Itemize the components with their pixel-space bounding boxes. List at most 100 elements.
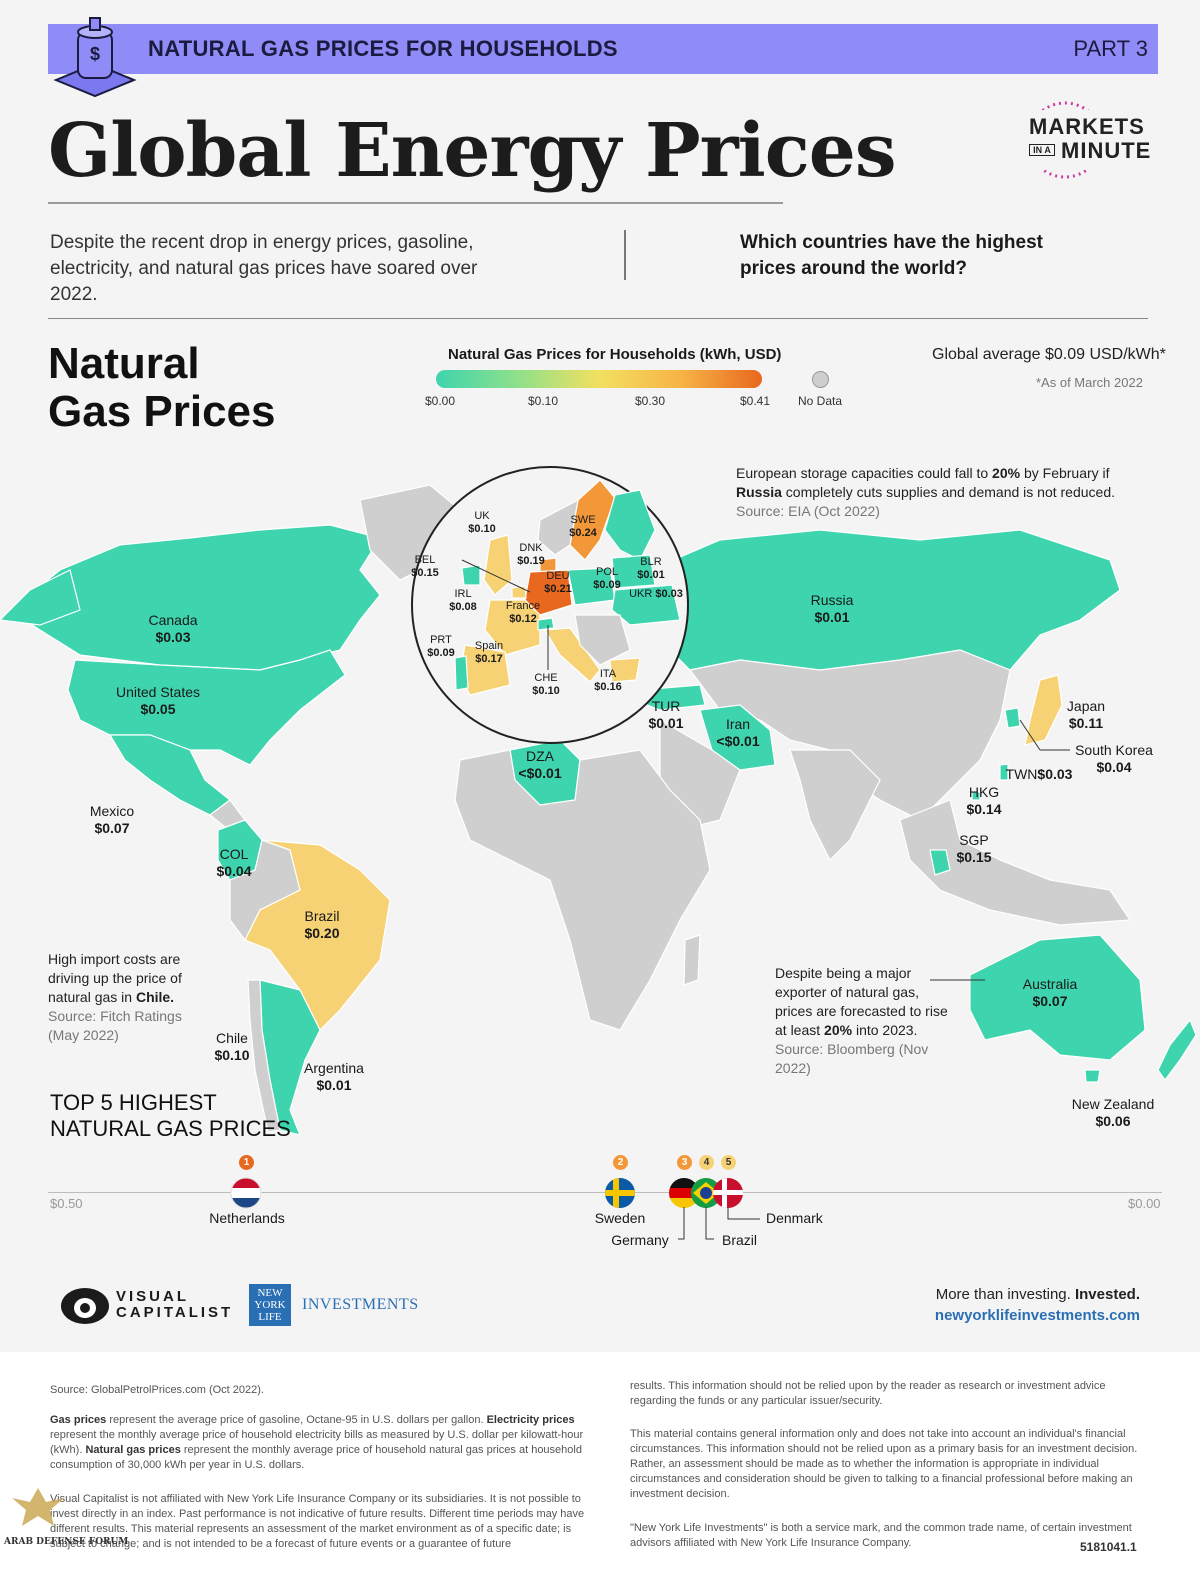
europe-inset — [411, 466, 689, 744]
ireland-shape — [461, 564, 481, 586]
australia-shape — [969, 934, 1146, 1061]
legend-gradient — [436, 370, 762, 388]
label-brazil: Brazil $0.20 — [304, 908, 340, 941]
no-data-swatch — [812, 371, 829, 388]
europe-note: European storage capacities could fall t… — [736, 465, 1116, 519]
russia-shape — [649, 529, 1121, 671]
greece-shape — [609, 657, 641, 683]
madagascar-shape — [683, 934, 701, 986]
legend-tick: $0.30 — [635, 394, 666, 408]
rank-badge: 5 — [721, 1155, 736, 1170]
footer-panel — [0, 1352, 1200, 1573]
rank-badge: 1 — [239, 1155, 254, 1170]
africa-shape — [454, 749, 711, 1031]
rank2-name: Sweden — [594, 1210, 646, 1226]
watermark-eagle-icon — [12, 1488, 64, 1526]
watermark-text: ARAB DEFENSE FORUM — [4, 1537, 129, 1547]
global-average: Global average $0.09 USD/kWh* — [932, 346, 1166, 363]
tagline: More than investing. Invested. — [935, 1286, 1140, 1303]
germany-flag-icon — [669, 1178, 699, 1208]
top5-scale — [48, 1192, 1162, 1193]
rank-badge: 4 — [699, 1155, 714, 1170]
sweden-flag-icon — [605, 1178, 635, 1208]
page-title: Global Energy Prices — [48, 108, 897, 194]
chile-note: High import costs are driving up the pri… — [48, 951, 182, 1043]
hong-kong-shape — [971, 791, 981, 801]
label-new-zealand: New Zealand $0.06 — [1071, 1096, 1155, 1129]
legend-tick: $0.10 — [528, 394, 559, 408]
visual-capitalist-logo: VISUAL CAPITALIST — [60, 1285, 230, 1327]
definitions: Gas prices represent the average price o… — [50, 1414, 584, 1471]
label-algeria: DZA <$0.01 — [518, 748, 562, 781]
markets-in-a-minute-logo: MARKETS IN A MINUTE — [1005, 100, 1150, 180]
ukraine-shape — [611, 584, 681, 626]
label-chile: Chile $0.10 — [214, 1030, 250, 1063]
rank1-name: Netherlands — [209, 1210, 285, 1226]
scale-right-label: $0.00 — [1128, 1196, 1161, 1211]
label-belarus: BLR $0.01 — [637, 556, 665, 581]
label-colombia: COL $0.04 — [216, 846, 252, 879]
norway-shape — [537, 498, 579, 556]
japan-shape — [1024, 674, 1063, 746]
section-title: Natural Gas Prices — [48, 339, 276, 436]
denmark-flag-icon — [713, 1178, 743, 1208]
title-underline — [48, 202, 783, 204]
legend-tick: $0.00 — [425, 394, 456, 408]
legend-tick: $0.41 — [740, 394, 771, 408]
scale-left-label: $0.50 — [50, 1196, 83, 1211]
disclaimer-right-1: results. This information should not be … — [630, 1380, 1106, 1407]
rank-badge: 3 — [677, 1155, 692, 1170]
label-argentina: Argentina $0.01 — [304, 1060, 364, 1093]
investments-wordmark: INVESTMENTS — [302, 1296, 419, 1313]
header-title: NATURAL GAS PRICES FOR HOUSEHOLDS — [148, 36, 618, 61]
label-denmark: DNK $0.19 — [517, 542, 545, 567]
label-russia: Russia $0.01 — [810, 592, 854, 625]
india-shape — [789, 749, 881, 862]
disclaimer-right-2: This material contains general informati… — [630, 1428, 1138, 1500]
singapore-shape — [929, 849, 951, 876]
label-france: France $0.12 — [505, 600, 541, 625]
source-line: Source: GlobalPetrolPrices.com (Oct 2022… — [50, 1384, 264, 1396]
label-belgium: BEL $0.15 — [411, 554, 439, 579]
label-uk: UK $0.10 — [468, 510, 496, 535]
rank-badge: 2 — [613, 1155, 628, 1170]
header-band: NATURAL GAS PRICES FOR HOUSEHOLDS PART 3 — [48, 24, 1158, 74]
usa-shape — [67, 649, 346, 766]
new-zealand-shape — [1157, 1018, 1197, 1082]
rank4-name: Brazil — [722, 1232, 758, 1248]
website-link[interactable]: newyorklifeinvestments.com — [934, 1307, 1140, 1324]
rank5-name: Denmark — [766, 1210, 823, 1226]
label-mexico: Mexico $0.07 — [89, 803, 135, 836]
label-united-states: United States $0.05 — [115, 684, 201, 717]
label-iran: Iran <$0.01 — [716, 716, 760, 749]
belgium-shape — [511, 585, 527, 599]
southeast-asia-shape — [899, 799, 1132, 926]
taiwan-shape — [999, 763, 1009, 781]
world-map — [0, 466, 1197, 1136]
label-japan: Japan $0.11 — [1066, 698, 1106, 731]
disclaimer-right-3: "New York Life Investments" is both a se… — [630, 1522, 1132, 1549]
label-australia: Australia $0.07 — [1022, 976, 1078, 1009]
as-of-note: *As of March 2022 — [1036, 375, 1143, 390]
rank-leader-lines — [678, 1207, 760, 1240]
disclaimer-left: Visual Capitalist is not affiliated with… — [50, 1493, 585, 1550]
label-hong-kong: HKG $0.14 — [966, 784, 1002, 817]
label-poland: POL $0.09 — [593, 566, 621, 591]
legend-title: Natural Gas Prices for Households (kWh, … — [448, 346, 782, 363]
canada-shape — [8, 524, 381, 671]
new-york-life-logo: NEW YORK LIFE — [249, 1284, 291, 1326]
alaska-shape — [0, 569, 81, 626]
intro-divider — [624, 230, 626, 280]
label-portugal: PRT $0.09 — [427, 634, 455, 659]
balkans-shape — [574, 614, 631, 666]
rank3-name: Germany — [611, 1232, 669, 1248]
label-south-korea: South Korea $0.04 — [1075, 742, 1153, 775]
switzerland-shape — [537, 617, 555, 631]
label-canada: Canada $0.03 — [148, 612, 198, 645]
no-data-label: No Data — [798, 394, 843, 408]
label-singapore: SGP $0.15 — [956, 832, 992, 865]
intro-text: Despite the recent drop in energy prices… — [50, 232, 478, 305]
dotted-ring-icon — [1023, 101, 1145, 179]
netherlands-flag-icon — [230, 1177, 262, 1209]
section-divider — [48, 318, 1148, 319]
